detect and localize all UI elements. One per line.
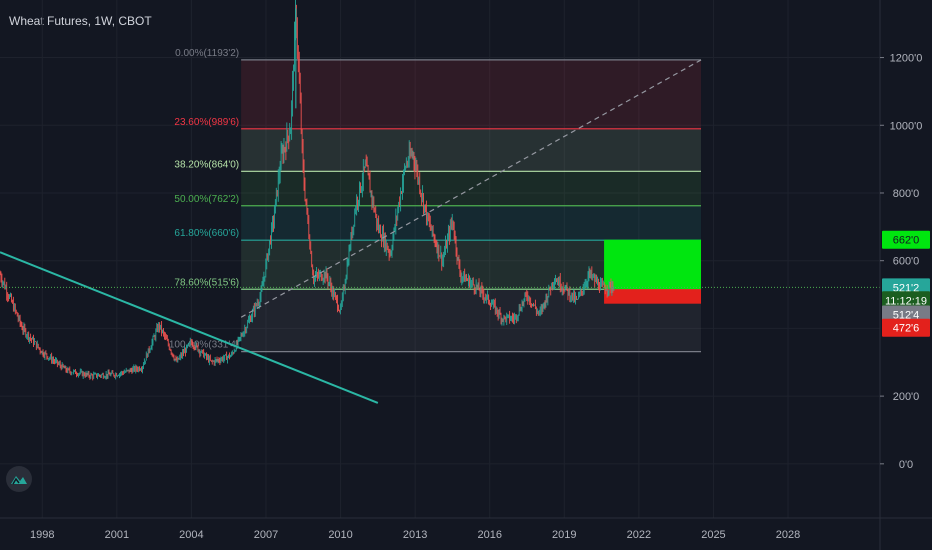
price-label-text: 472'6: [893, 323, 920, 335]
y-tick-label: 1200'0: [890, 53, 923, 65]
trendline: [0, 251, 379, 404]
y-tick-label: 0'0: [899, 459, 913, 471]
candle-series: [0, 0, 615, 381]
time-axis: 1998 2001 2004 2007 2010 2013 2016 2019 2022 2025…: [0, 517, 932, 541]
x-tick-label: 2010: [328, 529, 352, 541]
trendline: [240, 59, 702, 318]
price-label-text: 11:12:19: [885, 295, 927, 307]
price-label-badge: [882, 291, 930, 310]
x-tick-label: 2013: [403, 529, 427, 541]
fib-level-label: 0.00%(1193'2): [175, 48, 239, 59]
price-label-text: 662'0: [893, 235, 920, 247]
price-label-badge: [882, 318, 930, 337]
price-axis: 1200'01000'0800'0600'0200'00'0662'0521'2…: [879, 0, 930, 550]
x-tick-label: 2025: [701, 529, 725, 541]
fib-zone: [241, 205, 702, 241]
price-label-text: 512'4: [893, 310, 920, 322]
x-tick-label: 2001: [105, 529, 129, 541]
long-target-zone: [604, 239, 702, 290]
fib-zone: [241, 128, 702, 172]
fib-level-label: 61.80%(660'6): [174, 228, 239, 239]
chart-grid: [0, 0, 880, 518]
x-tick-label: 1998: [30, 529, 54, 541]
x-tick-label: 2004: [179, 529, 203, 541]
fib-level-label: 50.00%(762'2): [174, 194, 239, 205]
y-tick-label: 1000'0: [890, 120, 923, 132]
y-tick-label: 200'0: [893, 391, 920, 403]
fib-level-label: 38.20%(864'0): [174, 159, 239, 170]
chart-title: Wheat Futures, 1W, CBOT: [9, 14, 152, 28]
fib-level-label: 78.60%(515'6): [174, 277, 239, 288]
x-tick-label: 2022: [627, 529, 651, 541]
fib-zone: [241, 59, 702, 129]
x-tick-label: 2019: [552, 529, 576, 541]
fib-retracement: 0.00%(1193'2) 23.60%(989'6) 38.20%(864'0) 5…: [169, 48, 702, 353]
fib-level-label: 23.60%(989'6): [174, 117, 239, 128]
long-position-tool: [604, 239, 702, 304]
fib-level-label: 100.00%(331'4): [169, 340, 239, 351]
trendlines: [0, 59, 880, 404]
price-label-badge: [882, 230, 930, 249]
x-tick-label: 2007: [254, 529, 278, 541]
x-tick-label: 2028: [776, 529, 800, 541]
y-tick-label: 800'0: [893, 188, 920, 200]
x-tick-label: 2016: [477, 529, 501, 541]
brand-logo-icon[interactable]: [6, 466, 32, 492]
long-stop-zone: [604, 289, 702, 304]
y-tick-label: 600'0: [893, 256, 920, 268]
